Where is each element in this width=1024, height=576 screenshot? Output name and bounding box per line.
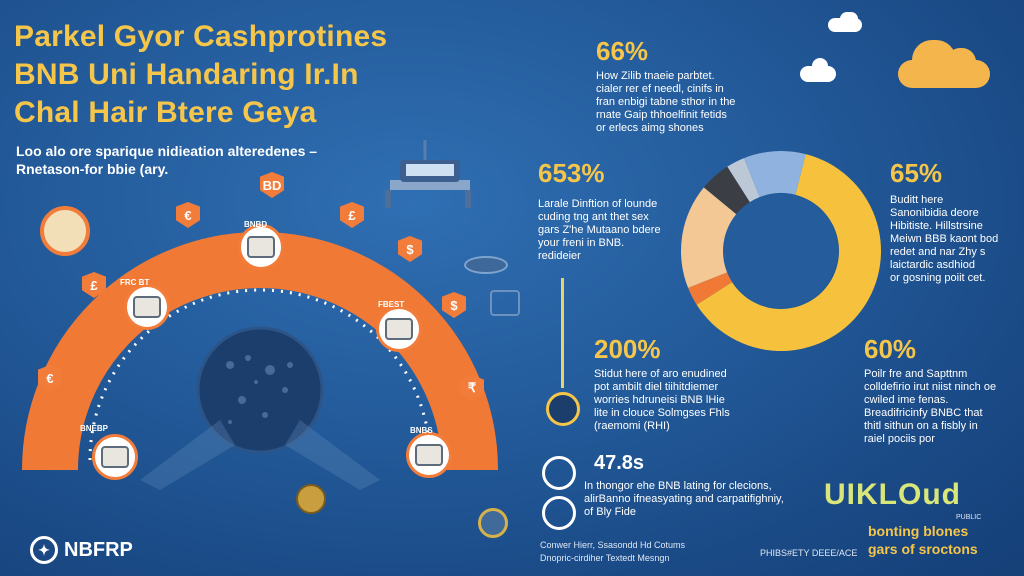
donut-segment-light-blue — [744, 151, 806, 198]
building-icon — [478, 508, 508, 538]
node-label: BNEBP — [80, 424, 109, 433]
stat-line: Stidut here of aro enudined — [594, 368, 727, 380]
footer-line: Dnopric-cirdiher Textedt Mesngn — [540, 553, 670, 563]
stat-line: your freni in BNB. — [538, 237, 625, 249]
globe-icon — [542, 496, 576, 530]
stat-description: Larale Dinftion of lounde cuding tng ant… — [538, 198, 661, 263]
stat-line: cuding tng ant thet sex — [538, 211, 649, 223]
stat-value: 200% — [594, 334, 661, 364]
stat-line: redideier — [538, 250, 581, 262]
stat-line: fran enbigi tabne sthor in the — [596, 96, 736, 108]
stat-line: Poilr fre and Sapttnm — [864, 368, 968, 380]
diagram-node — [406, 432, 452, 478]
timeline-line — [561, 278, 564, 388]
donut-segment-yellow — [696, 154, 881, 351]
stat-line: lite in clouce Solmgses Fhls — [594, 407, 730, 419]
stat-line: rnate Gaip thhoelfinit fetids — [596, 109, 727, 121]
stat-line: Breadifricinfy BNBC that — [864, 407, 983, 419]
coin-icon — [546, 392, 580, 426]
title-line: Chal Hair Btere Geya — [14, 96, 317, 129]
donut-segment-light-gray — [727, 158, 760, 203]
page-title: Parkel Gyor Cashprotines BNB Uni Handari… — [14, 18, 484, 132]
brand-line: gars of sroctons — [868, 541, 978, 557]
donut-segment-charcoal — [703, 166, 750, 215]
donut-chart — [681, 151, 881, 351]
logo-text: NBFRP — [64, 538, 133, 561]
stat-line: cialer rer ef needl, cinifs in — [596, 83, 724, 95]
arc-diagram: BD £ € $ $ ₹ £ € FRC BT BNBD FBEST BNEBP… — [20, 160, 500, 490]
lock-icon — [490, 290, 520, 316]
stat-line: Hibitiste. Hillstrsine — [890, 220, 983, 232]
stat-value: 65% — [890, 158, 943, 188]
stat-description: How Zilib tnaeie parbtet. cialer rer ef … — [596, 70, 735, 135]
stat-value: 653% — [538, 158, 605, 188]
cloud-icon — [946, 48, 976, 76]
stat-line: alirBanno ifneasyating and carpatifighni… — [584, 493, 784, 505]
bridge-icon — [385, 140, 471, 208]
stat-line: Meiwn BBB kaont bod — [890, 233, 999, 245]
stat-line: raiel pociis por — [864, 433, 935, 445]
stat-description: Poilr fre and Sapttnm colldefirio irut n… — [864, 368, 996, 446]
cloud-icon — [812, 58, 828, 74]
title-line: Parkel Gyor Cashprotines — [14, 20, 388, 53]
brand-name: UIKLOud — [824, 478, 961, 511]
stat-line: (raemomi (RHI) — [594, 420, 670, 432]
footer-line: Conwer Hierr, Ssasondd Hd Cotums — [540, 540, 686, 550]
stat-line: or erlecs aimg shones — [596, 122, 704, 134]
diagram-node — [92, 434, 138, 480]
stat-line: In thongor ehe BNB lating for clecions, — [584, 480, 772, 492]
stat-line: Sanonibidia deore — [890, 207, 979, 219]
stat-value: 66% — [596, 36, 649, 66]
node-label: FBEST — [378, 300, 405, 309]
diagram-node — [376, 306, 422, 352]
stat-line: or gosning poiit cet. — [890, 272, 986, 284]
stat-value: 60% — [864, 334, 917, 364]
stat-line: Larale Dinftion of lounde — [538, 198, 658, 210]
stat-line: gars Z'he Mutaano bdere — [538, 224, 661, 236]
footer-credit: PHIBS#ETY DEEE/ACE — [760, 548, 858, 558]
donut-segment-orange — [688, 272, 733, 305]
node-label: BNBS — [410, 426, 433, 435]
coin-icon — [40, 206, 90, 256]
logo-icon: ✦ — [30, 536, 58, 564]
brand-line: bonting blones — [868, 523, 969, 539]
coin-icon — [296, 484, 326, 514]
diagram-node — [238, 224, 284, 270]
stat-line: laictardic asdhiod — [890, 259, 975, 271]
brand-tag: PUBLIC — [956, 514, 982, 521]
stat-value: 47.8s — [594, 452, 645, 474]
stat-line: pot ambilt diel tiihitdiemer — [594, 381, 719, 393]
donut-hole — [724, 194, 838, 308]
stat-line: cwiled ime fenas. — [864, 394, 949, 406]
globe-icon — [542, 456, 576, 490]
stat-line: redet and nar Zhy s — [890, 246, 986, 258]
cloud-icon — [800, 66, 836, 82]
stat-description: Buditt here Sanonibidia deore Hibitiste.… — [890, 194, 998, 285]
node-label: BNBD — [244, 220, 268, 229]
cloud-icon — [840, 12, 858, 26]
stat-line: worries hdruneisi BNB lHie — [594, 394, 725, 406]
stat-description: Stidut here of aro enudined pot ambilt d… — [594, 368, 730, 433]
node-label: FRC BT — [120, 278, 150, 287]
subtitle-line: Loo alo ore sparique nidieation alterede… — [16, 143, 318, 159]
stat-line: of Bly Fide — [584, 506, 636, 518]
stat-description: In thongor ehe BNB lating for clecions, … — [584, 480, 784, 519]
stat-line: Buditt here — [890, 194, 944, 206]
subtitle-line: Rnetason-for bbie (ary. — [16, 161, 169, 177]
diagram-node — [124, 284, 170, 330]
title-line: BNB Uni Handaring Ir.In — [14, 58, 359, 91]
stat-line: How Zilib tnaeie parbtet. — [596, 70, 715, 82]
target-icon — [464, 256, 508, 274]
stat-line: thitl sithun on a fisbly in — [864, 420, 978, 432]
footer-logo: ✦ NBFRP — [30, 536, 133, 564]
stat-line: colldefirio irut niist ninch oe — [864, 381, 997, 393]
donut-segment-peach — [681, 187, 737, 288]
page-subtitle: Loo alo ore sparique nidieation alterede… — [16, 142, 416, 178]
